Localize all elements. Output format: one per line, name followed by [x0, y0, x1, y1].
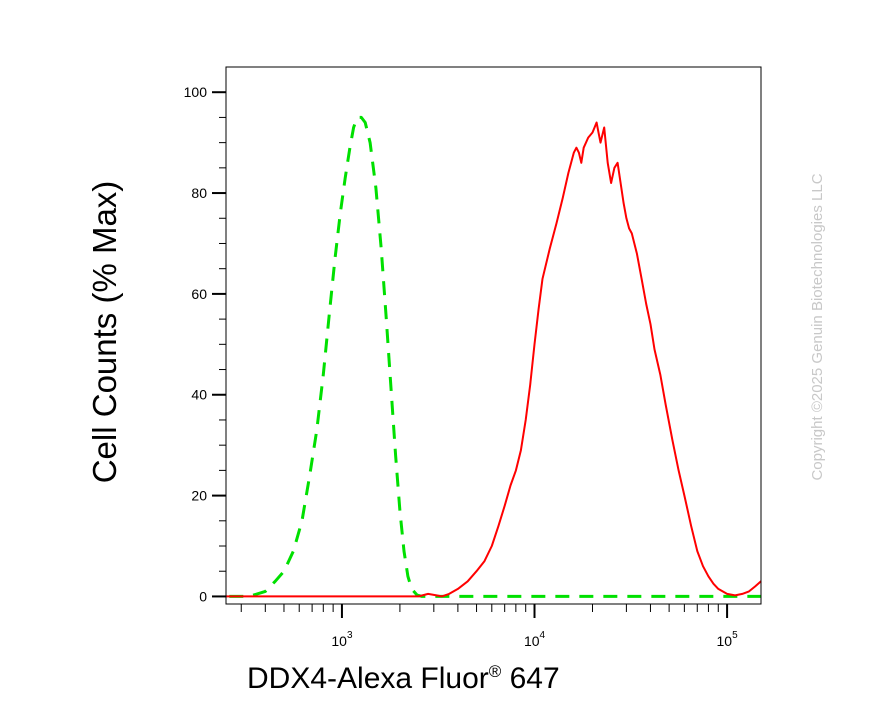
copyright-watermark: Copyright ©2025 Genuin Biotechnologies L… [809, 173, 826, 480]
y-axis-label: Cell Counts (% Max) [86, 181, 123, 484]
y-tick-label: 40 [191, 387, 207, 403]
x-tick-label: 103 [331, 630, 353, 649]
sample-histogram-line [226, 121, 762, 598]
x-axis: 103 104 105 [240, 604, 739, 649]
x-axis-label: DDX4-Alexa Fluor® 647 [247, 662, 560, 695]
series-layer [226, 115, 762, 598]
x-axis-label-main: DDX4-Alexa Fluor [247, 662, 489, 695]
y-axis: 0 20 40 60 80 100 [184, 84, 226, 604]
y-tick-label: 80 [191, 185, 207, 201]
x-tick-label: 105 [717, 630, 739, 649]
x-tick-label: 104 [524, 630, 546, 649]
y-tick-label: 100 [184, 84, 208, 100]
plot-frame [225, 66, 762, 605]
y-tick-label: 0 [199, 588, 207, 604]
x-axis-label-tail: 647 [501, 662, 559, 695]
x-axis-label-registered: ® [489, 662, 502, 681]
y-tick-label: 60 [191, 286, 207, 302]
y-tick-label: 20 [191, 488, 207, 504]
